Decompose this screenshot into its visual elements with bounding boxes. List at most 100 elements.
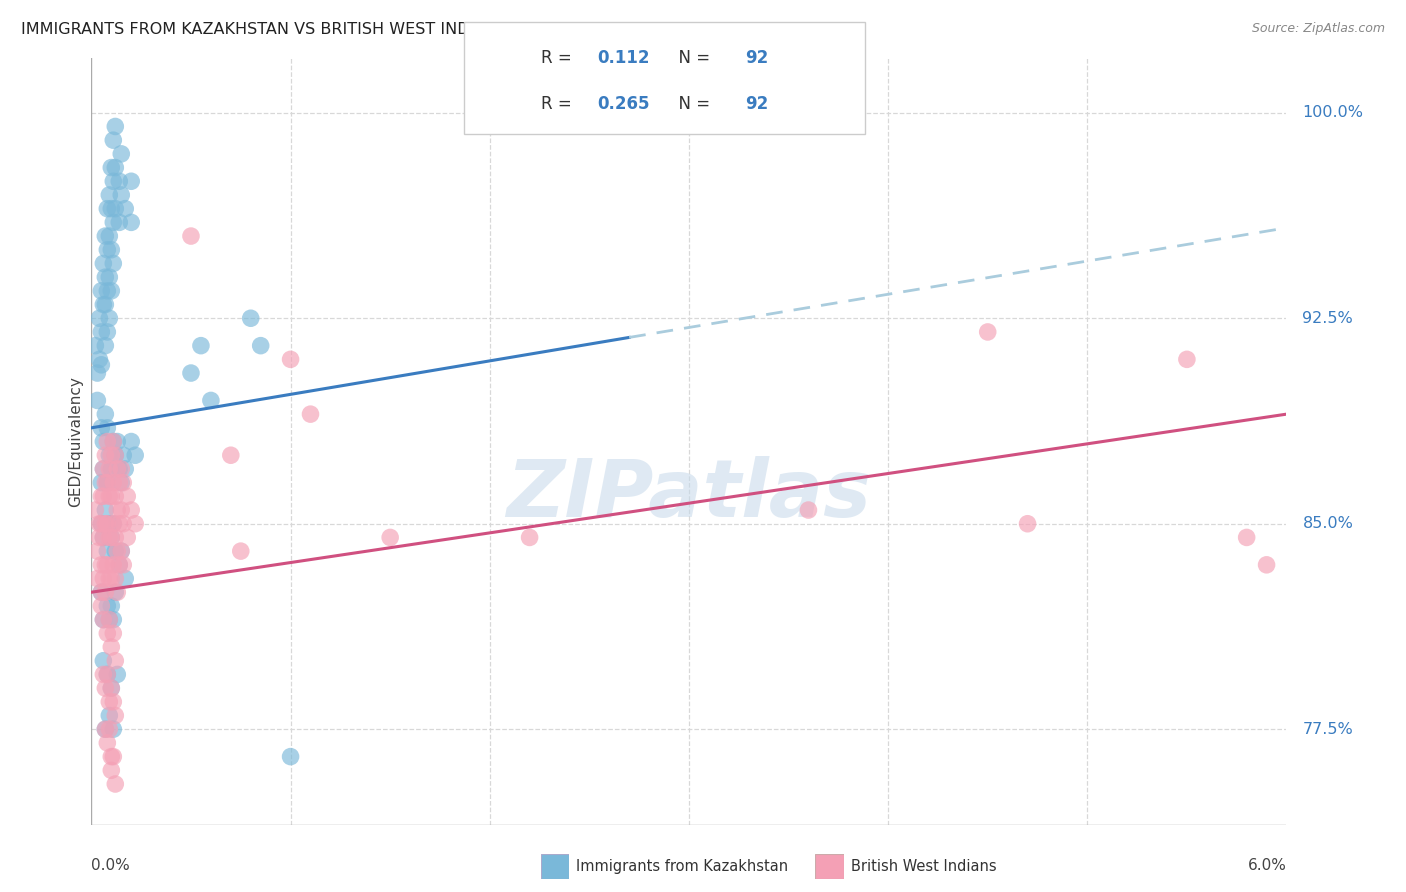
Point [110,475,132,490]
Point [120,174,142,188]
Text: N =: N = [668,49,716,67]
Point [96,626,118,640]
Text: R =: R = [541,49,578,67]
Point [98,448,121,462]
Point [104,708,127,723]
Point [90,516,112,531]
Point [280,352,302,367]
Text: 0.112: 0.112 [598,49,650,67]
Point [124,516,146,531]
Point [94,229,117,244]
Point [108,462,131,476]
Point [104,654,127,668]
Point [90,585,112,599]
Point [93,530,114,544]
Point [103,133,125,147]
Point [98,311,121,326]
Point [110,147,132,161]
Text: 0.0%: 0.0% [91,858,131,873]
Point [105,667,128,681]
Point [104,202,127,216]
Point [93,572,114,586]
Point [103,475,125,490]
Text: 100.0%: 100.0% [1302,105,1364,120]
Point [98,613,121,627]
Point [96,434,118,449]
Point [86,393,108,408]
Point [96,558,118,572]
Point [519,530,541,544]
Point [100,161,122,175]
Text: 92: 92 [745,95,769,113]
Point [94,723,117,737]
Point [93,613,114,627]
Point [94,558,117,572]
Point [103,749,125,764]
Point [1256,558,1278,572]
Point [90,358,112,372]
Point [104,489,127,503]
Point [94,475,117,490]
Text: 85.0%: 85.0% [1302,516,1354,532]
Point [98,270,121,285]
Point [93,667,114,681]
Text: 77.5%: 77.5% [1302,722,1353,737]
Point [96,421,118,435]
Text: British West Indians: British West Indians [851,859,997,873]
Text: ZIPatlas: ZIPatlas [506,456,872,534]
Point [98,229,121,244]
Point [797,503,820,517]
Point [105,462,128,476]
Point [1236,530,1258,544]
Point [100,764,122,778]
Point [115,489,138,503]
Point [98,530,121,544]
Point [100,749,122,764]
Point [86,544,108,558]
Point [103,215,125,229]
Point [84,503,107,517]
Point [378,530,402,544]
Point [110,544,132,558]
Point [96,475,118,490]
Point [104,585,127,599]
Point [96,544,118,558]
Point [120,434,142,449]
Point [90,284,112,298]
Point [103,516,125,531]
Point [100,243,122,257]
Point [105,544,128,558]
Point [104,544,127,558]
Point [98,613,121,627]
Point [100,681,122,695]
Point [280,749,302,764]
Point [96,516,118,531]
Point [96,284,118,298]
Point [94,516,117,531]
Point [96,599,118,613]
Point [100,448,122,462]
Text: Source: ZipAtlas.com: Source: ZipAtlas.com [1251,22,1385,36]
Point [96,667,118,681]
Point [94,503,117,517]
Point [103,434,125,449]
Point [219,448,242,462]
Point [86,366,108,380]
Point [90,516,112,531]
Point [103,516,125,531]
Point [98,462,121,476]
Point [89,352,111,367]
Point [108,516,131,531]
Point [108,215,131,229]
Text: 92.5%: 92.5% [1302,310,1353,326]
Point [98,695,121,709]
Point [94,585,117,599]
Point [104,530,127,544]
Point [110,188,132,202]
Point [100,489,122,503]
Point [114,462,136,476]
Point [93,434,114,449]
Point [239,311,262,326]
Point [112,558,135,572]
Point [114,572,136,586]
